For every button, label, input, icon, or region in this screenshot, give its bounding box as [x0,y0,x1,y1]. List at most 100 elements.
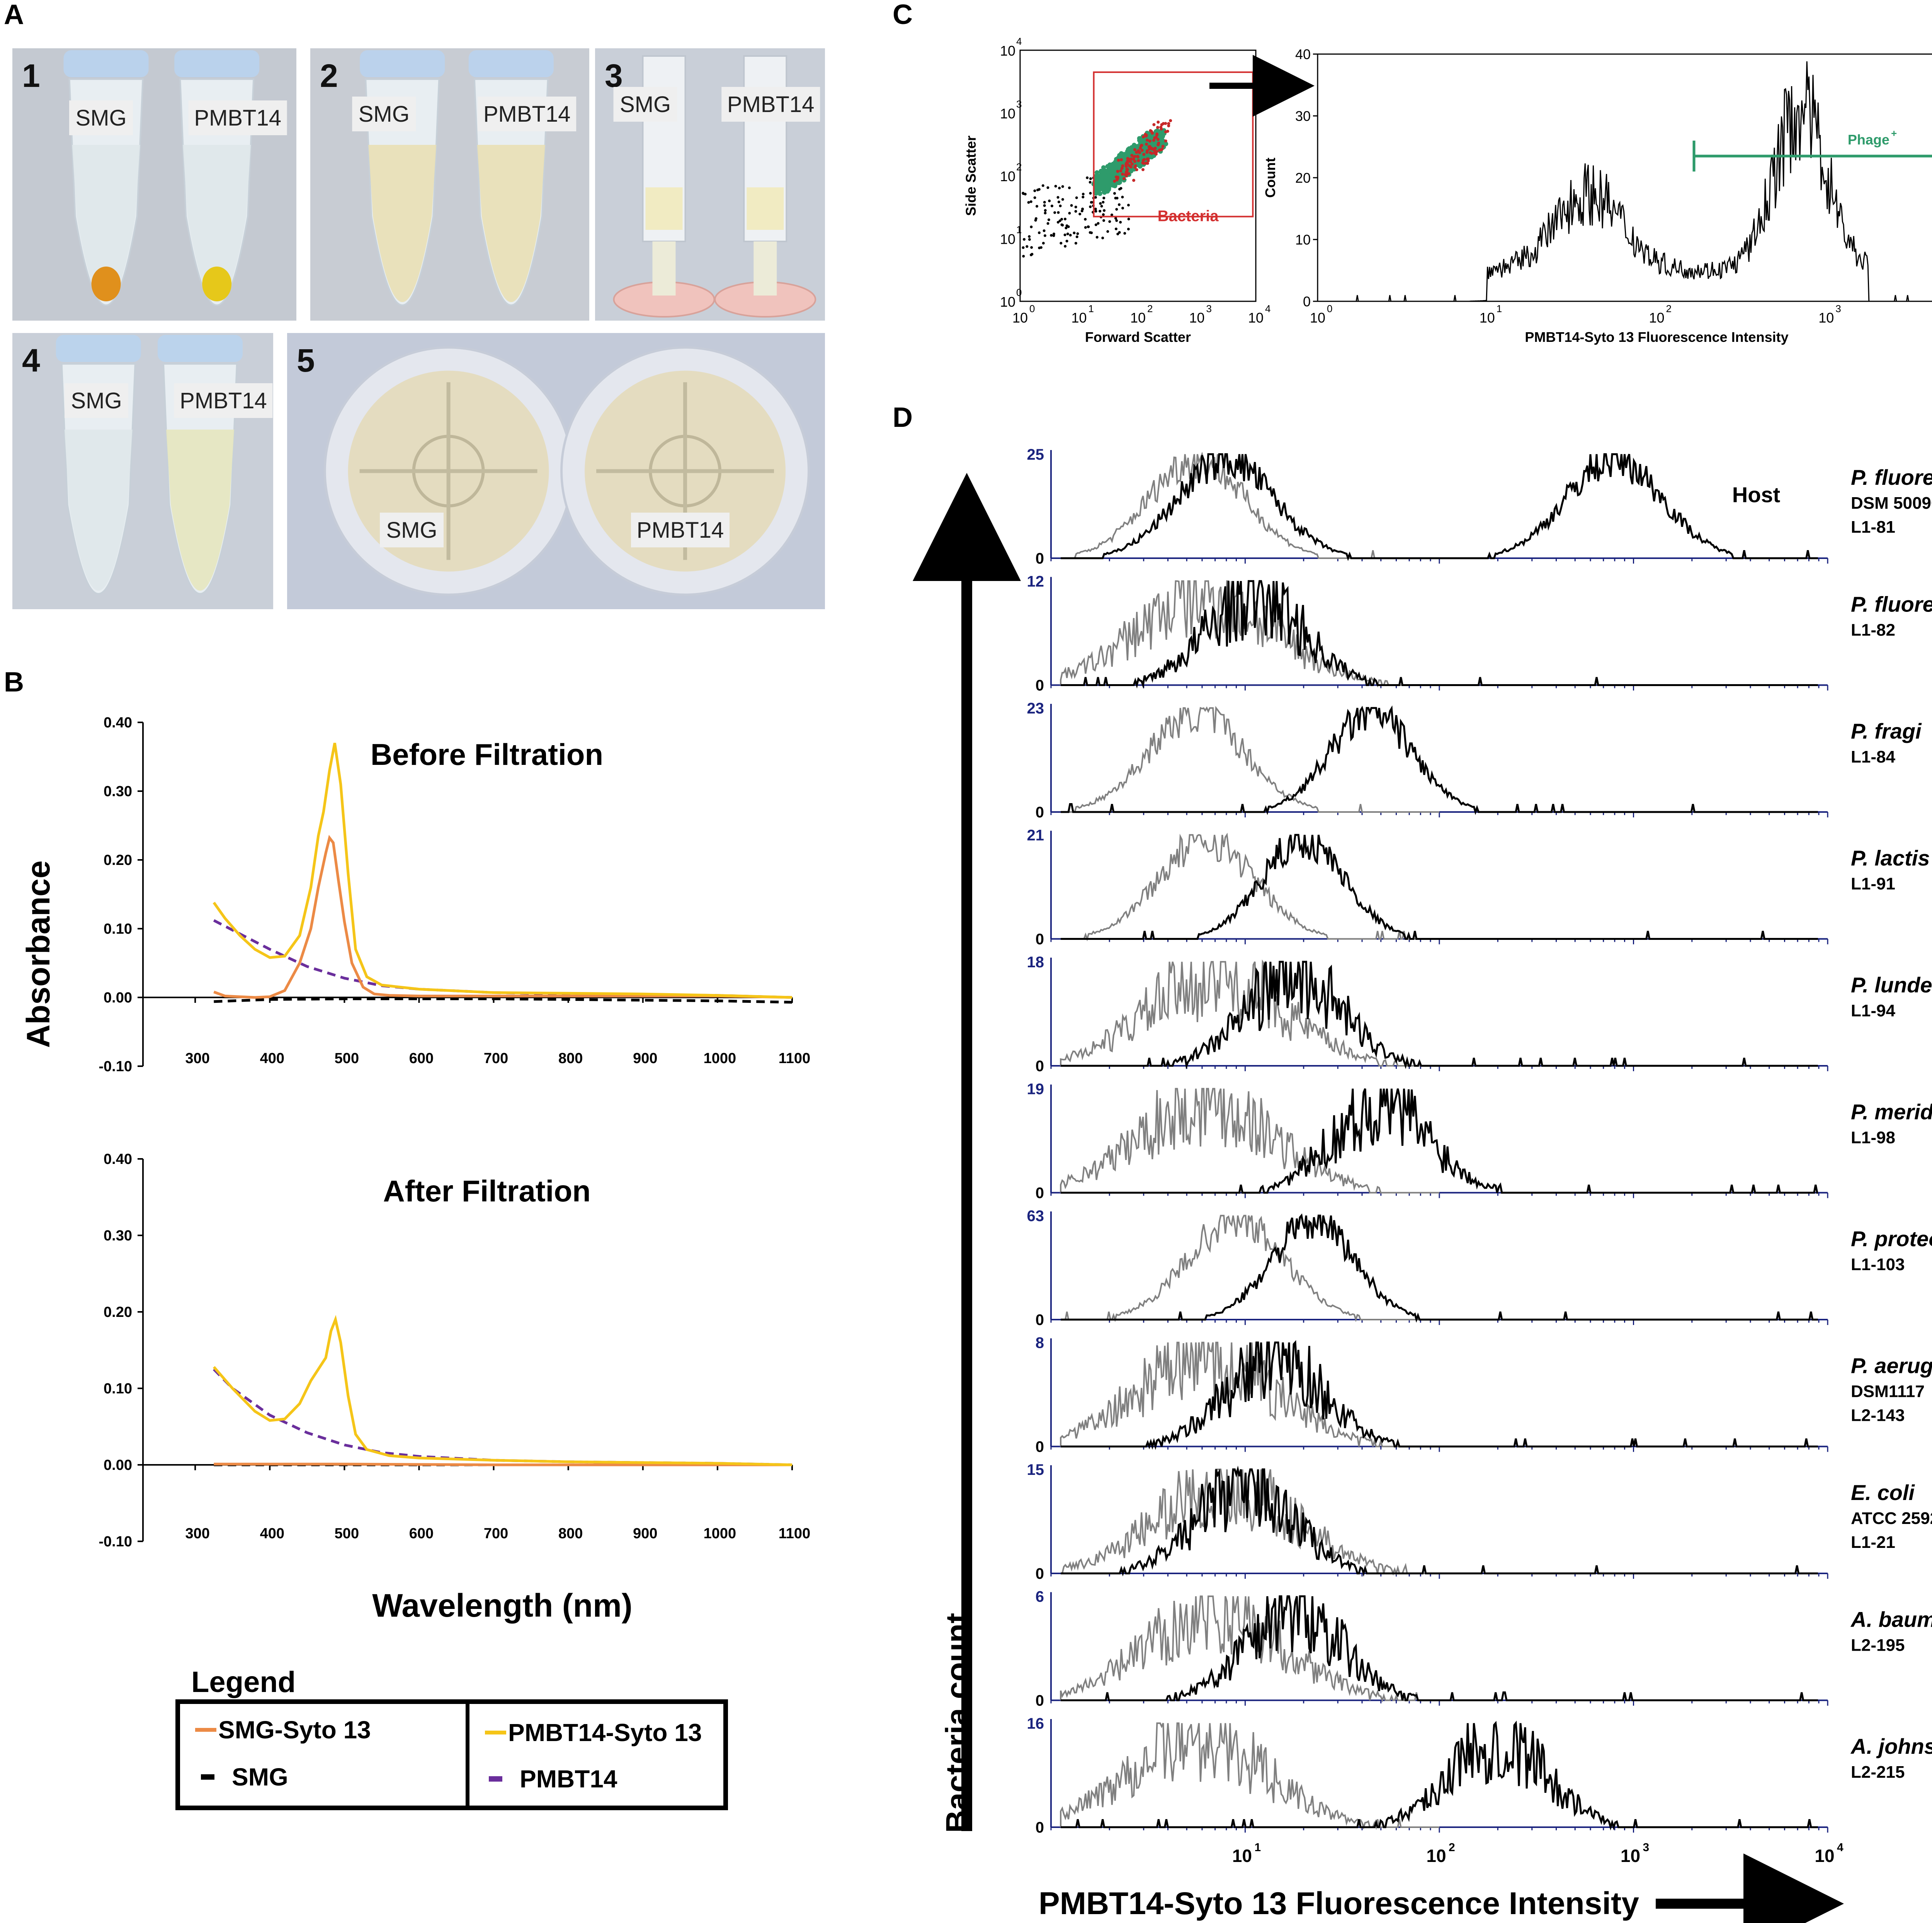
scatter-point-red [1128,164,1131,168]
panel-b: 0.40 0.30 0.20 0.10 0.00 -0.10 300 400 500 600 700… [99,715,810,1550]
scatter-point-red [1116,170,1119,173]
x-tick-label: 900 [633,1050,657,1067]
scatter-point [1100,205,1103,208]
scatter-point [1031,253,1034,256]
histogram-row-7: 63 0 P. proteolytica L1-103 [1027,1208,1932,1328]
series-line-smg-syto-13 [214,1463,792,1466]
strain-label: DSM 50090 [1851,494,1932,513]
scatter-point-red [1140,149,1144,152]
photo-number-4: 4 [22,342,40,379]
tube-label-bg [69,100,133,135]
scatter-point-red [1117,158,1120,162]
legend-label-pmbt14-syto13: PMBT14-Syto 13 [508,1719,702,1746]
scatter-y-tick: 10 [1000,168,1015,184]
histogram-row-1: 25 0 P. fluorescens DSM 50090 L1-81 [1027,446,1932,567]
series-line-smg [214,997,793,1004]
scatter-point [1090,231,1093,234]
row-gray-trace [1060,1722,1439,1830]
tube-label-bg [380,513,444,547]
scatter-point [1061,185,1064,188]
scatter-point [1094,223,1097,226]
forward-scatter-label: Forward Scatter [1085,329,1191,345]
species-name: E. coli [1851,1480,1915,1505]
absorbance-chart-1: 0.40 0.30 0.20 0.10 0.00 -0.10 300 400 500 600 700… [99,715,810,1075]
hist-x-tick-exp: 1 [1497,303,1502,314]
scatter-point [1023,238,1026,241]
scatter-point [1065,226,1068,229]
syringe-liquid [645,187,683,230]
row-max-label: 63 [1027,1208,1044,1225]
scatter-point-green [1095,189,1100,194]
hist-x-tick: 10 [1818,310,1834,326]
label-pmbt14: PMBT14 [727,92,815,117]
scatter-point [1101,236,1104,240]
x-tick-label: 700 [484,1525,508,1542]
tube-cap [360,50,445,77]
row-max-label: 15 [1027,1461,1044,1478]
scatter-point [1052,232,1055,235]
chart-title: Before Filtration [371,737,603,771]
scatter-point-red [1166,129,1169,133]
strain-label: L2-195 [1851,1636,1905,1655]
scatter-point [1026,245,1029,248]
scatter-point [1042,242,1045,245]
row-zero-label: 0 [1036,804,1044,821]
photo-4: 4 SMG PMBT14 [12,333,273,609]
row-black-trace [1061,834,1818,940]
tube-label-bg [188,100,287,135]
legend: Legend SMG-Syto 13 SMG PMBT14-Syto 13 PM… [175,1666,728,1810]
scatter-point [1094,207,1097,211]
legend-label-smg: SMG [232,1763,288,1791]
scatter-point [1103,209,1106,212]
label-smg: SMG [386,518,437,543]
strain-label: L1-82 [1851,621,1895,640]
row-zero-label: 0 [1036,1565,1044,1582]
scatter-point-red [1133,166,1137,169]
phage-gate-superscript: + [1891,127,1897,139]
scatter-point [1110,213,1113,216]
y-tick-label: 0.40 [104,715,132,731]
scatter-point-red [1152,123,1156,126]
scatter-point [1022,246,1025,249]
scatter-point-red [1124,165,1128,168]
scatter-point [1050,204,1053,207]
scatter-point-red [1153,136,1156,139]
scatter-point-red [1115,178,1119,182]
x-tick-label: 600 [409,1525,434,1542]
histogram-row-3: 23 0 P. fragi L1-84 [1027,700,1922,821]
row-zero-label: 0 [1036,677,1044,694]
scatter-point [1102,200,1105,204]
scatter-x-tick-exp: 3 [1206,303,1212,314]
scatter-point [1060,218,1063,221]
x-tick-label: 1100 [779,1525,810,1542]
strain-label: L1-98 [1851,1128,1895,1147]
tube-liquid [183,145,251,302]
row-black-trace [1061,1595,1818,1701]
scatter-point [1053,211,1056,214]
histogram-frame [1317,53,1932,302]
scatter-point [1074,242,1077,245]
scatter-point [1123,232,1126,235]
scatter-point [1043,204,1046,207]
tube-liquid [477,145,545,302]
scatter-point-red [1130,154,1134,157]
tube-label-bg [174,383,273,418]
scatter-point-red [1139,144,1143,148]
scatter-point-red [1155,150,1158,153]
scatter-x-tick: 10 [1189,310,1204,326]
legend-label-pmbt14: PMBT14 [520,1765,617,1793]
histogram-row-6: 19 0 P. meridiana L1-98 [1027,1081,1932,1202]
d-x-tick-exp: 2 [1449,1841,1455,1854]
scatter-point-red [1114,175,1118,179]
scatter-point-red [1169,119,1172,122]
row-max-label: 16 [1027,1715,1044,1732]
scatter-point [1119,221,1122,224]
strain-label: L1-91 [1851,875,1895,894]
scatter-x-tick-exp: 0 [1029,303,1035,314]
y-tick-label: -0.10 [99,1058,132,1075]
scatter-point [1075,196,1078,199]
scatter-point [1117,203,1121,206]
d-x-tick: 10 [1621,1846,1640,1866]
hist-y-tick-label: 40 [1295,46,1311,62]
scatter-point-green [1147,132,1152,137]
